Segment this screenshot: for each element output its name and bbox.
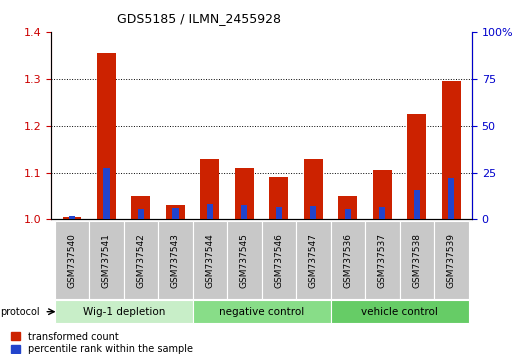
- Bar: [193, 300, 330, 323]
- Bar: [442, 81, 461, 219]
- Text: protocol: protocol: [1, 307, 40, 317]
- Bar: [262, 221, 296, 299]
- Bar: [55, 221, 89, 299]
- Text: GSM737543: GSM737543: [171, 233, 180, 288]
- Bar: [55, 300, 193, 323]
- Text: Wig-1 depletion: Wig-1 depletion: [83, 307, 165, 317]
- Bar: [310, 206, 317, 219]
- Legend: transformed count, percentile rank within the sample: transformed count, percentile rank withi…: [10, 332, 193, 354]
- Text: GSM737545: GSM737545: [240, 233, 249, 288]
- Text: negative control: negative control: [219, 307, 304, 317]
- Text: GSM737536: GSM737536: [343, 233, 352, 288]
- Bar: [166, 205, 185, 219]
- Text: GSM737540: GSM737540: [68, 233, 76, 288]
- Bar: [296, 221, 330, 299]
- Bar: [89, 221, 124, 299]
- Text: GSM737541: GSM737541: [102, 233, 111, 288]
- Bar: [69, 216, 75, 219]
- Bar: [269, 177, 288, 219]
- Text: GSM737537: GSM737537: [378, 233, 387, 288]
- Bar: [241, 205, 247, 219]
- Bar: [172, 208, 179, 219]
- Text: vehicle control: vehicle control: [361, 307, 438, 317]
- Bar: [235, 168, 254, 219]
- Bar: [138, 209, 144, 219]
- Bar: [201, 159, 220, 219]
- Bar: [448, 178, 455, 219]
- Bar: [207, 205, 213, 219]
- Bar: [193, 221, 227, 299]
- Bar: [373, 170, 392, 219]
- Bar: [276, 207, 282, 219]
- Text: GSM737546: GSM737546: [274, 233, 283, 288]
- Bar: [158, 221, 193, 299]
- Bar: [97, 53, 116, 219]
- Bar: [124, 221, 158, 299]
- Bar: [379, 207, 385, 219]
- Bar: [304, 159, 323, 219]
- Text: GSM737542: GSM737542: [136, 233, 146, 287]
- Text: GSM737547: GSM737547: [309, 233, 318, 288]
- Text: GSM737539: GSM737539: [447, 233, 456, 288]
- Bar: [330, 221, 365, 299]
- Bar: [345, 209, 351, 219]
- Text: GSM737538: GSM737538: [412, 233, 421, 288]
- Bar: [407, 114, 426, 219]
- Bar: [330, 300, 468, 323]
- Text: GSM737544: GSM737544: [205, 233, 214, 287]
- Bar: [434, 221, 468, 299]
- Bar: [339, 196, 358, 219]
- Bar: [131, 196, 150, 219]
- Bar: [413, 190, 420, 219]
- Bar: [400, 221, 434, 299]
- Text: GDS5185 / ILMN_2455928: GDS5185 / ILMN_2455928: [116, 12, 281, 25]
- Bar: [103, 168, 110, 219]
- Bar: [365, 221, 400, 299]
- Bar: [63, 217, 82, 219]
- Bar: [227, 221, 262, 299]
